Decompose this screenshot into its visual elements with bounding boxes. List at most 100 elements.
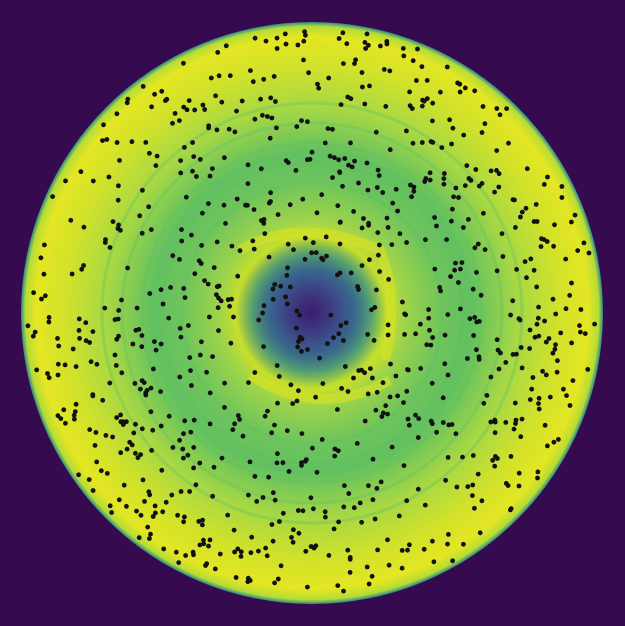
- particle: [226, 126, 232, 132]
- particle: [175, 512, 181, 518]
- particle: [472, 88, 478, 94]
- particle: [405, 416, 411, 422]
- particle: [330, 126, 335, 132]
- particle: [288, 382, 294, 388]
- particle: [441, 181, 447, 187]
- particle: [81, 224, 87, 230]
- particle: [518, 214, 523, 220]
- particle: [554, 369, 560, 375]
- particle: [148, 409, 154, 415]
- particle: [277, 519, 282, 524]
- particle: [393, 373, 399, 379]
- particle: [442, 361, 448, 367]
- particle: [474, 347, 479, 353]
- particle: [431, 559, 437, 565]
- particle: [384, 215, 390, 221]
- particle: [390, 200, 396, 206]
- particle: [326, 75, 332, 81]
- particle: [42, 242, 47, 248]
- particle: [265, 408, 270, 414]
- particle: [513, 225, 518, 230]
- particle: [512, 400, 518, 406]
- particle: [159, 88, 165, 94]
- particle: [356, 180, 361, 186]
- particle: [558, 330, 564, 336]
- particle: [134, 305, 140, 311]
- particle: [384, 41, 390, 47]
- particle: [72, 409, 78, 414]
- particle: [55, 361, 61, 367]
- particle: [300, 196, 306, 202]
- particle: [250, 79, 256, 85]
- particle: [320, 257, 326, 263]
- particle: [199, 243, 205, 248]
- particle: [305, 584, 310, 590]
- particle: [90, 178, 96, 184]
- particle: [131, 430, 137, 436]
- particle: [414, 78, 419, 83]
- particle: [181, 455, 186, 461]
- particle: [418, 366, 424, 371]
- particle: [299, 336, 305, 342]
- particle: [443, 477, 448, 483]
- particle: [173, 549, 179, 555]
- particle: [268, 95, 274, 101]
- particle: [428, 342, 434, 348]
- particle: [519, 365, 525, 371]
- particle: [335, 203, 341, 209]
- particle: [512, 197, 517, 203]
- particle: [159, 467, 165, 473]
- particle: [116, 333, 121, 339]
- particle: [187, 355, 193, 360]
- particle: [432, 266, 438, 272]
- particle: [177, 257, 182, 262]
- particle: [133, 421, 138, 427]
- particle: [30, 333, 36, 339]
- particle: [118, 412, 123, 418]
- particle: [109, 510, 114, 515]
- particle: [337, 169, 342, 175]
- particle: [338, 102, 344, 107]
- particle: [379, 414, 385, 419]
- particle: [375, 230, 381, 236]
- particle: [90, 329, 96, 334]
- particle: [570, 378, 576, 383]
- particle: [337, 220, 343, 225]
- particle: [274, 363, 280, 368]
- particle: [361, 216, 366, 221]
- particle: [423, 237, 428, 243]
- particle: [234, 196, 240, 202]
- particle: [151, 366, 156, 372]
- particle: [215, 50, 221, 55]
- particle: [462, 183, 468, 189]
- particle: [231, 314, 236, 320]
- particle: [313, 250, 319, 256]
- particle: [389, 242, 395, 248]
- particle: [552, 346, 558, 352]
- particle: [290, 539, 296, 545]
- particle: [150, 427, 156, 433]
- particle: [144, 388, 150, 393]
- particle: [413, 331, 418, 337]
- particle: [114, 415, 120, 420]
- particle: [139, 426, 145, 432]
- particle: [429, 380, 435, 386]
- particle: [248, 550, 254, 556]
- particle: [222, 380, 228, 386]
- particle: [395, 208, 400, 214]
- particle: [268, 190, 273, 196]
- particle: [366, 581, 372, 587]
- particle: [404, 498, 410, 504]
- particle: [493, 454, 498, 459]
- particle: [553, 311, 559, 317]
- particle: [408, 182, 413, 188]
- particle: [451, 194, 456, 200]
- particle: [488, 168, 494, 174]
- particle: [145, 524, 151, 530]
- particle: [142, 499, 147, 504]
- particle: [179, 227, 184, 233]
- particle: [231, 527, 237, 533]
- particle: [107, 503, 113, 509]
- particle: [197, 542, 203, 548]
